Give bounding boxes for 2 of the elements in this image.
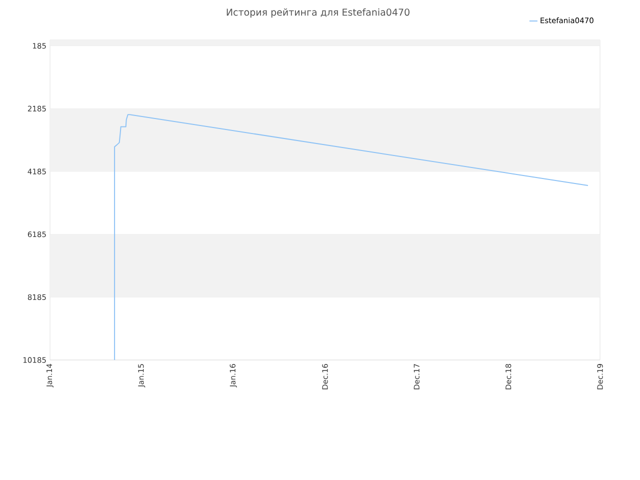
chart-title: История рейтинга для Estefania0470 [226,8,410,18]
line-series [114,114,588,360]
